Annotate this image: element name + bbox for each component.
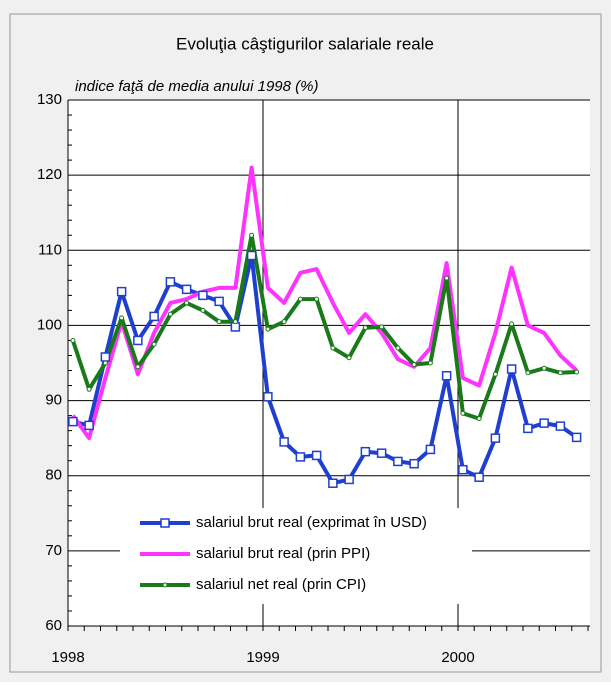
series-line [72,253,578,486]
marker [263,392,273,402]
series-line [71,233,577,421]
marker [474,472,484,482]
legend-label: salariul brut real (exprimat în USD) [196,514,427,531]
marker [265,326,271,332]
marker [393,456,403,467]
marker [116,286,127,297]
y-tick-label: 60 [45,617,62,634]
marker [214,296,224,307]
marker [167,311,173,317]
x-tick-label: 2000 [441,649,474,666]
marker [574,369,580,375]
marker [346,355,352,361]
marker [184,300,190,306]
marker [427,360,433,366]
y-tick-label: 110 [38,241,62,258]
marker [379,324,385,330]
marker [476,416,482,422]
marker [68,416,78,427]
series-line [71,165,578,441]
marker [70,337,76,343]
marker [490,433,501,443]
marker [523,423,533,434]
marker [314,296,320,302]
marker [119,315,125,321]
marker [344,474,354,485]
marker [249,232,255,238]
marker [411,362,417,368]
marker [232,319,238,325]
marker [509,321,515,327]
marker [279,437,289,447]
marker [330,345,336,351]
marker [165,277,176,287]
marker [362,325,368,331]
marker [525,370,531,376]
y-tick-label: 70 [45,542,62,559]
marker [281,319,287,325]
marker [84,420,94,431]
y-tick-label: 100 [37,316,62,333]
marker [86,386,92,392]
marker [181,284,192,295]
x-tick-label: 1999 [246,649,279,666]
subtitle: indice faţă de media anului 1998 (%) [75,78,319,95]
marker [492,371,498,377]
marker [151,341,157,347]
marker [198,290,208,301]
marker [458,464,468,475]
y-tick-label: 80 [45,467,62,484]
marker [555,421,566,431]
marker [506,364,517,374]
marker [295,452,306,462]
marker [311,450,322,461]
marker [539,418,549,428]
legend-label: salariul brut real (prin PPI) [196,545,370,562]
y-tick-label: 130 [37,91,62,108]
marker [216,319,222,325]
marker [360,446,371,457]
marker [102,360,108,366]
legend-marker [160,518,170,528]
marker [376,448,387,458]
x-tick-label: 1998 [51,649,84,666]
marker [395,345,401,351]
marker [557,370,563,376]
marker [425,444,436,455]
y-tick-label: 90 [45,392,62,409]
marker [460,410,466,416]
marker [444,275,450,281]
marker [200,307,206,313]
marker [100,352,111,362]
marker [409,458,419,469]
marker [133,335,143,346]
marker [571,432,582,443]
marker [441,371,452,381]
marker [149,311,159,322]
marker [135,364,141,370]
legend-marker [162,582,168,588]
marker [328,478,338,488]
chart-title: Evoluţia câştigurilor salariale reale [176,34,434,53]
marker [541,365,547,371]
marker [246,250,257,261]
y-tick-label: 120 [37,166,62,183]
marker [297,296,303,302]
legend-label: salariul net real (prin CPI) [196,576,366,593]
